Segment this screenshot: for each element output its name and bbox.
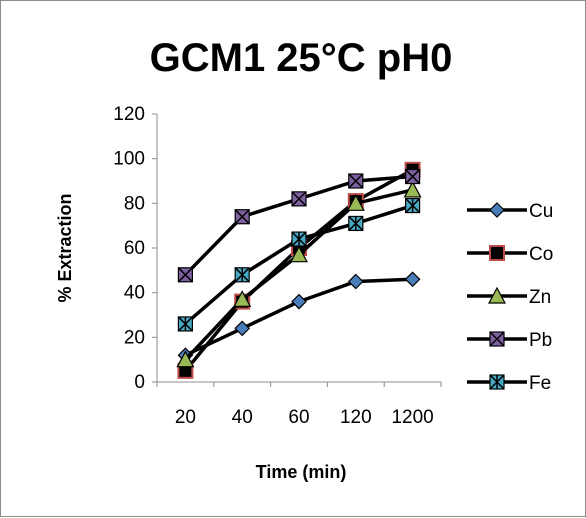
legend-item-pb: Pb (467, 330, 552, 351)
data-point-pb (177, 267, 193, 283)
data-point-pb (291, 191, 307, 207)
data-point-fe (177, 316, 193, 332)
x-tick-label: 40 (232, 407, 253, 428)
series-zn (176, 180, 422, 368)
y-tick-label: 40 (124, 283, 145, 304)
tick-labels: 0 20 40 60 80 100 120 20 40 60 120 1200 (113, 104, 433, 428)
legend-item-cu: Cu (467, 201, 553, 222)
legend-label-cu: Cu (529, 201, 553, 222)
data-point-fe (348, 215, 364, 232)
legend-item-fe: Fe (467, 373, 551, 394)
data-point-cu (404, 271, 421, 288)
legend-label-zn: Zn (529, 287, 551, 308)
x-axis-title: Time (min) (256, 462, 347, 482)
legend-marker-cu (489, 202, 505, 218)
x-tick-label: 20 (175, 407, 196, 428)
x-tick-label: 60 (288, 407, 309, 428)
legend-item-zn: Zn (467, 286, 551, 308)
y-axis-title: % Extraction (55, 193, 75, 302)
legend-marker-fe (489, 374, 505, 390)
y-tick-label: 20 (124, 327, 145, 348)
y-tick-label: 60 (124, 238, 145, 259)
data-point-zn (290, 245, 308, 263)
data-point-zn (233, 290, 252, 307)
x-tick-label: 1200 (391, 407, 433, 428)
legend-marker-co (489, 245, 505, 261)
data-point-zn (403, 180, 422, 198)
data-point-pb (234, 209, 250, 225)
legend-item-co: Co (467, 244, 553, 265)
axes (152, 113, 442, 387)
data-point-cu (347, 273, 364, 290)
x-tick-label: 120 (340, 407, 372, 428)
series-pb (177, 168, 421, 283)
legend-marker-pb (489, 331, 505, 347)
legend-label-pb: Pb (529, 330, 552, 351)
y-tick-label: 80 (124, 193, 145, 214)
data-point-zn (346, 194, 365, 211)
data-point-fe (405, 197, 421, 214)
series-line-cu (184, 277, 413, 357)
y-tick-label: 100 (113, 149, 145, 170)
series-cu (177, 271, 421, 364)
y-tick-label: 0 (134, 372, 145, 393)
data-point-pb (405, 168, 421, 185)
data-point-fe (234, 267, 250, 283)
y-tick-label: 120 (113, 104, 145, 125)
data-point-zn (176, 350, 195, 368)
data-point-cu (234, 320, 251, 337)
legend-label-fe: Fe (529, 373, 551, 394)
series-fe (177, 197, 421, 332)
legend: Cu Co Zn Pb Fe (467, 201, 553, 394)
series-layer (176, 161, 422, 379)
data-point-cu (291, 293, 307, 310)
legend-marker-zn (488, 286, 506, 304)
data-point-fe (291, 231, 307, 247)
data-point-pb (348, 173, 364, 189)
legend-label-co: Co (529, 244, 553, 265)
chart-title: GCM1 25°C pH0 (150, 36, 453, 80)
